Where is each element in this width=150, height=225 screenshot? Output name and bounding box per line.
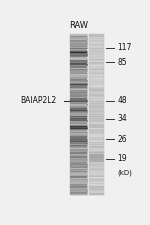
Text: BAIAP2L2: BAIAP2L2	[20, 96, 56, 105]
Bar	[88, 34, 104, 195]
Text: 19: 19	[118, 154, 127, 163]
Text: RAW: RAW	[69, 21, 88, 30]
Text: 26: 26	[118, 135, 127, 144]
Text: 34: 34	[118, 114, 127, 123]
Text: 117: 117	[118, 43, 132, 52]
Text: 85: 85	[118, 58, 127, 67]
Text: (kD): (kD)	[118, 169, 132, 176]
Bar	[70, 34, 87, 195]
Text: 48: 48	[118, 96, 127, 105]
